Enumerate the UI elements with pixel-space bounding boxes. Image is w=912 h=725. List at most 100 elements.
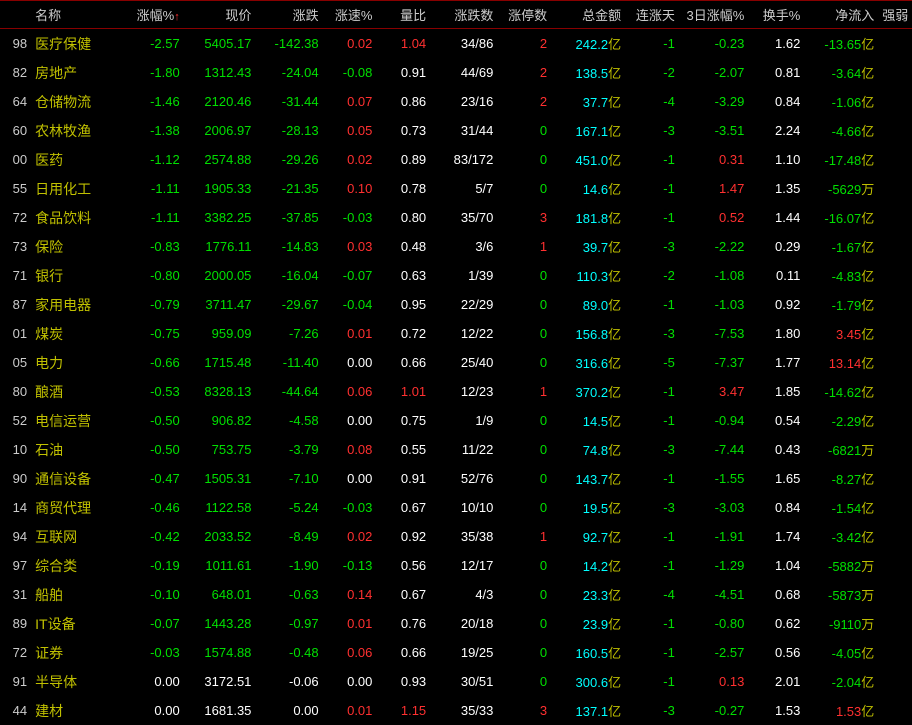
unit-label: 亿 bbox=[608, 269, 621, 284]
col-header-updown[interactable]: 涨跌数 bbox=[430, 1, 497, 29]
cell-price: 1574.88 bbox=[184, 638, 256, 667]
cell-pct3: 1.47 bbox=[679, 174, 748, 203]
cell-price: 2006.97 bbox=[184, 116, 256, 145]
cell-speed: 0.06 bbox=[323, 377, 377, 406]
cell-price: 1443.28 bbox=[184, 609, 256, 638]
cell-turn: 0.68 bbox=[748, 580, 804, 609]
cell-pct3: -1.55 bbox=[679, 464, 748, 493]
cell-code: 60 bbox=[0, 116, 29, 145]
cell-days: -3 bbox=[625, 696, 679, 725]
cell-pct3: -2.07 bbox=[679, 58, 748, 87]
col-header-days[interactable]: 连涨天 bbox=[625, 1, 679, 29]
table-row[interactable]: 82房地产-1.801312.43-24.04-0.080.9144/69213… bbox=[0, 58, 912, 87]
col-header-price[interactable]: 现价 bbox=[184, 1, 256, 29]
cell-limit: 2 bbox=[497, 58, 551, 87]
table-row[interactable]: 31船舶-0.10648.01-0.630.140.674/3023.3亿-4-… bbox=[0, 580, 912, 609]
cell-days: -1 bbox=[625, 290, 679, 319]
cell-speed: 0.07 bbox=[323, 87, 377, 116]
table-row[interactable]: 87家用电器-0.793711.47-29.67-0.040.9522/2908… bbox=[0, 290, 912, 319]
cell-pct3: 0.13 bbox=[679, 667, 748, 696]
unit-label: 亿 bbox=[608, 472, 621, 487]
cell-netin: -13.65亿 bbox=[804, 29, 878, 59]
cell-price: 5405.17 bbox=[184, 29, 256, 59]
cell-pct3: -3.29 bbox=[679, 87, 748, 116]
cell-name: 房地产 bbox=[29, 58, 119, 87]
table-body: 98医疗保健-2.575405.17-142.380.021.0434/8622… bbox=[0, 29, 912, 725]
table-row[interactable]: 00医药-1.122574.88-29.260.020.8983/1720451… bbox=[0, 145, 912, 174]
cell-strong bbox=[878, 232, 912, 261]
table-row[interactable]: 72证券-0.031574.88-0.480.060.6619/250160.5… bbox=[0, 638, 912, 667]
cell-days: -1 bbox=[625, 522, 679, 551]
col-header-turn[interactable]: 换手% bbox=[748, 1, 804, 29]
table-row[interactable]: 44建材0.001681.350.000.011.1535/333137.1亿-… bbox=[0, 696, 912, 725]
unit-label: 亿 bbox=[861, 501, 874, 516]
cell-updown: 25/40 bbox=[430, 348, 497, 377]
table-row[interactable]: 97综合类-0.191011.61-1.90-0.130.5612/17014.… bbox=[0, 551, 912, 580]
unit-label: 亿 bbox=[608, 501, 621, 516]
cell-limit: 0 bbox=[497, 638, 551, 667]
cell-pct: -0.79 bbox=[119, 290, 184, 319]
cell-change: -142.38 bbox=[255, 29, 322, 59]
col-header-netin[interactable]: 净流入 bbox=[804, 1, 878, 29]
cell-updown: 30/51 bbox=[430, 667, 497, 696]
col-header-change[interactable]: 涨跌 bbox=[255, 1, 322, 29]
table-row[interactable]: 60农林牧渔-1.382006.97-28.130.050.7331/44016… bbox=[0, 116, 912, 145]
col-header-pct3[interactable]: 3日涨幅% bbox=[679, 1, 748, 29]
table-row[interactable]: 52电信运营-0.50906.82-4.580.000.751/9014.5亿-… bbox=[0, 406, 912, 435]
cell-strong bbox=[878, 580, 912, 609]
col-header-amount[interactable]: 总金额 bbox=[551, 1, 625, 29]
table-row[interactable]: 64仓储物流-1.462120.46-31.440.070.8623/16237… bbox=[0, 87, 912, 116]
sector-table: 名称涨幅%↑现价涨跌涨速%量比涨跌数涨停数总金额连涨天3日涨幅%换手%净流入强弱… bbox=[0, 0, 912, 725]
table-row[interactable]: 14商贸代理-0.461122.58-5.24-0.030.6710/10019… bbox=[0, 493, 912, 522]
table-row[interactable]: 73保险-0.831776.11-14.830.030.483/6139.7亿-… bbox=[0, 232, 912, 261]
cell-amount: 23.3亿 bbox=[551, 580, 625, 609]
cell-code: 94 bbox=[0, 522, 29, 551]
cell-strong bbox=[878, 348, 912, 377]
table-row[interactable]: 55日用化工-1.111905.33-21.350.100.785/7014.6… bbox=[0, 174, 912, 203]
cell-netin: 13.14亿 bbox=[804, 348, 878, 377]
cell-turn: 1.62 bbox=[748, 29, 804, 59]
col-header-speed[interactable]: 涨速% bbox=[323, 1, 377, 29]
col-header-pct[interactable]: 涨幅%↑ bbox=[119, 1, 184, 29]
cell-speed: 0.05 bbox=[323, 116, 377, 145]
table-row[interactable]: 01煤炭-0.75959.09-7.260.010.7212/220156.8亿… bbox=[0, 319, 912, 348]
cell-name: 互联网 bbox=[29, 522, 119, 551]
col-header-ratio[interactable]: 量比 bbox=[376, 1, 430, 29]
cell-limit: 0 bbox=[497, 609, 551, 638]
table-row[interactable]: 90通信设备-0.471505.31-7.100.000.9152/760143… bbox=[0, 464, 912, 493]
cell-updown: 1/9 bbox=[430, 406, 497, 435]
cell-code: 90 bbox=[0, 464, 29, 493]
cell-ratio: 0.80 bbox=[376, 203, 430, 232]
cell-updown: 3/6 bbox=[430, 232, 497, 261]
col-header-name[interactable]: 名称 bbox=[29, 1, 119, 29]
cell-ratio: 0.78 bbox=[376, 174, 430, 203]
table-row[interactable]: 98医疗保健-2.575405.17-142.380.021.0434/8622… bbox=[0, 29, 912, 59]
cell-turn: 0.54 bbox=[748, 406, 804, 435]
unit-label: 亿 bbox=[608, 124, 621, 139]
table-row[interactable]: 80酿酒-0.538328.13-44.640.061.0112/231370.… bbox=[0, 377, 912, 406]
cell-limit: 0 bbox=[497, 493, 551, 522]
table-row[interactable]: 71银行-0.802000.05-16.04-0.070.631/390110.… bbox=[0, 261, 912, 290]
table-row[interactable]: 94互联网-0.422033.52-8.490.020.9235/38192.7… bbox=[0, 522, 912, 551]
cell-amount: 137.1亿 bbox=[551, 696, 625, 725]
cell-pct: -1.11 bbox=[119, 174, 184, 203]
cell-ratio: 0.75 bbox=[376, 406, 430, 435]
table-row[interactable]: 91半导体0.003172.51-0.060.000.9330/510300.6… bbox=[0, 667, 912, 696]
unit-label: 亿 bbox=[608, 182, 621, 197]
cell-amount: 370.2亿 bbox=[551, 377, 625, 406]
cell-ratio: 0.48 bbox=[376, 232, 430, 261]
table-row[interactable]: 05电力-0.661715.48-11.400.000.6625/400316.… bbox=[0, 348, 912, 377]
cell-name: 半导体 bbox=[29, 667, 119, 696]
col-header-strong[interactable]: 强弱 bbox=[878, 1, 912, 29]
col-header-code[interactable] bbox=[0, 1, 29, 29]
table-row[interactable]: 10石油-0.50753.75-3.790.080.5511/22074.8亿-… bbox=[0, 435, 912, 464]
cell-days: -2 bbox=[625, 261, 679, 290]
cell-change: -24.04 bbox=[255, 58, 322, 87]
table-row[interactable]: 89IT设备-0.071443.28-0.970.010.7620/18023.… bbox=[0, 609, 912, 638]
col-header-limit[interactable]: 涨停数 bbox=[497, 1, 551, 29]
cell-change: -1.90 bbox=[255, 551, 322, 580]
cell-change: -5.24 bbox=[255, 493, 322, 522]
table-row[interactable]: 72食品饮料-1.113382.25-37.85-0.030.8035/7031… bbox=[0, 203, 912, 232]
cell-name: 仓储物流 bbox=[29, 87, 119, 116]
cell-pct: -0.50 bbox=[119, 435, 184, 464]
